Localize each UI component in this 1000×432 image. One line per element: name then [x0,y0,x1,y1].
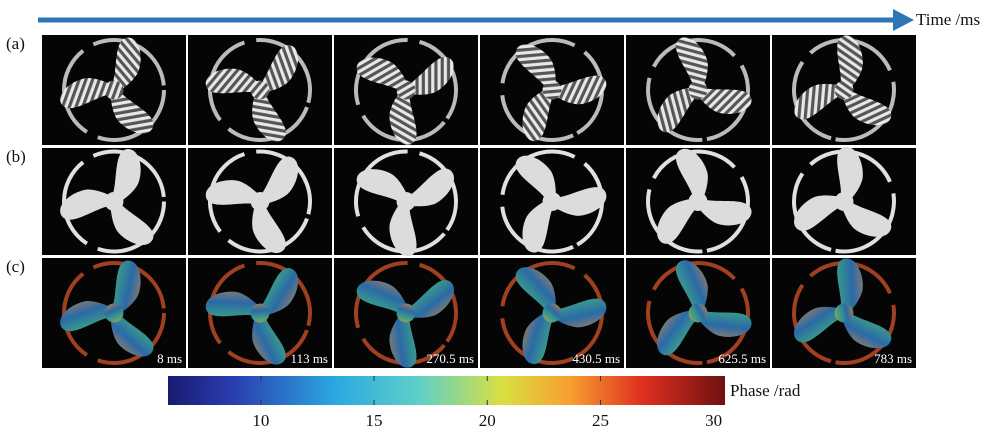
panel [772,137,919,278]
figure: Time /ms Phase /rad (a) (b) (c) 8 ms 113 ms 2… [0,0,1000,432]
row-label: (b) [6,147,26,166]
colorbar [168,376,725,405]
colorbar-tick-label: 15 [366,411,383,430]
panel [334,131,483,272]
panel [42,131,186,261]
row-label: (a) [6,34,25,53]
time-label: 113 ms [291,351,328,366]
panel [188,126,338,269]
time-label: 8 ms [157,351,182,366]
panel [480,24,624,157]
time-label: 270.5 ms [426,351,474,366]
colorbar-tick-label: 10 [252,411,269,430]
row-label: (c) [6,257,25,276]
panel [626,144,770,268]
panel [480,135,624,268]
time-label: 430.5 ms [572,351,620,366]
colorbar-tick-label: 25 [592,411,609,430]
panel [188,15,338,158]
panel [42,19,186,149]
time-label: Time /ms [916,10,980,29]
colorbar-label: Phase /rad [730,381,801,400]
colorbar-tick-label: 30 [705,411,722,430]
arrow-head [893,9,914,31]
time-label: 783 ms [874,351,912,366]
time-label: 625.5 ms [718,351,766,366]
panel [772,25,919,166]
panel [334,19,483,160]
colorbar-tick-label: 20 [479,411,496,430]
panel [626,32,770,156]
panel [772,248,919,389]
